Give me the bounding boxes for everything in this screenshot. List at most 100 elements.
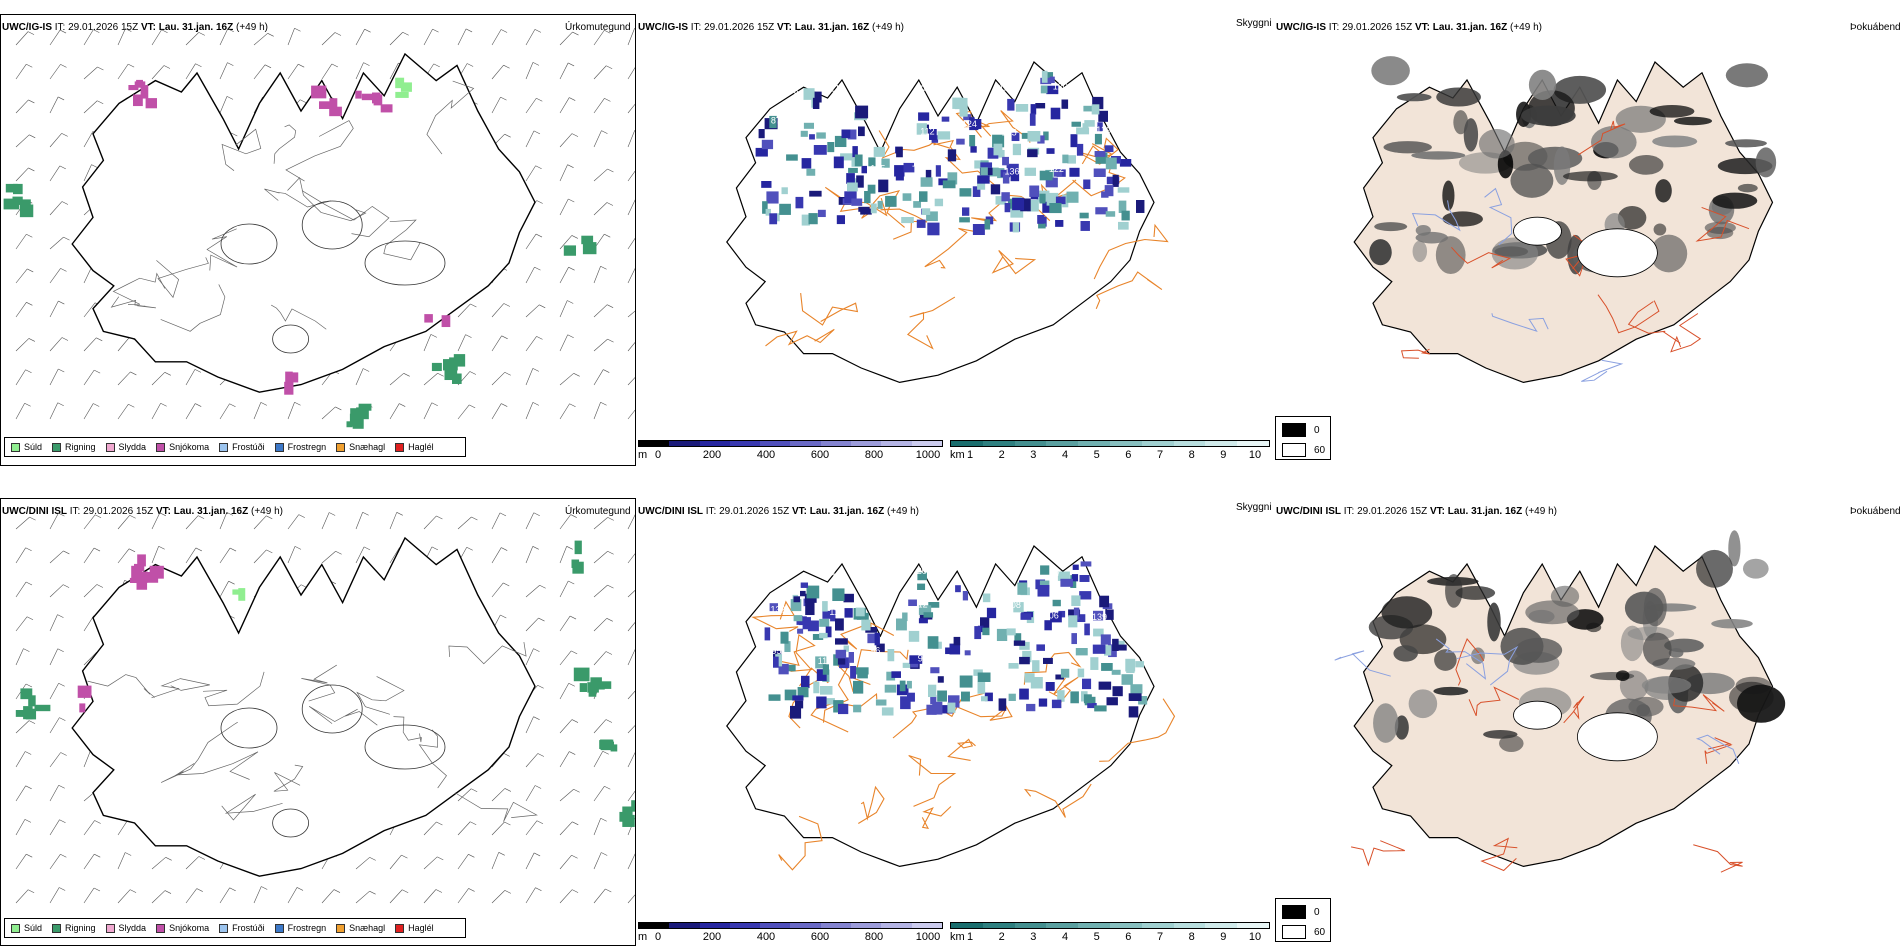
wind-barb-flag <box>25 683 33 688</box>
visibility-cell <box>1027 131 1041 142</box>
precip-cell <box>23 706 33 720</box>
fog-cell <box>1737 684 1786 723</box>
ceiling-value-label: 115 <box>912 159 926 169</box>
river-line <box>1581 359 1624 382</box>
legend-swatch <box>1282 443 1306 457</box>
wind-barb-flag <box>198 856 206 860</box>
visibility-cell <box>1080 221 1090 231</box>
wind-barb <box>321 63 333 80</box>
visibility-cell <box>768 694 781 701</box>
visibility-cell <box>806 585 820 599</box>
visibility-cell <box>844 191 857 204</box>
visibility-cell <box>1055 196 1066 205</box>
road-line <box>1400 348 1431 359</box>
wind-barb <box>15 369 26 386</box>
wind-barb <box>15 785 26 802</box>
visibility-cell <box>1042 201 1054 213</box>
ceiling-value-label: 202 <box>917 566 932 576</box>
wind-barb <box>83 615 94 632</box>
visibility-cell <box>850 666 857 679</box>
wind-barb <box>321 512 330 530</box>
wind-barb <box>49 717 60 734</box>
wind-barb <box>83 820 95 836</box>
visibility-cell <box>1011 132 1020 142</box>
visibility-cell <box>935 165 941 177</box>
wind-barb-flag <box>605 719 613 723</box>
wind-barb <box>355 890 370 904</box>
wind-barb <box>525 648 534 666</box>
wind-barb-flag <box>606 618 613 622</box>
wind-barb-flag <box>533 852 541 857</box>
visibility-cell <box>949 643 961 655</box>
wind-barb-flag <box>164 372 171 376</box>
model-name: UWC/IG-IS <box>638 22 688 33</box>
wind-barb <box>49 819 60 836</box>
wind-barb <box>525 98 537 114</box>
wind-barb <box>525 585 540 598</box>
visibility-cell <box>913 201 922 208</box>
wind-barb-flag <box>364 28 371 33</box>
visibility-cell <box>795 700 804 709</box>
fog-cell <box>1586 622 1602 633</box>
wind-barb <box>219 403 230 420</box>
precip-cell <box>3 198 20 210</box>
wind-barb <box>559 889 573 904</box>
visibility-cell <box>812 97 820 109</box>
wind-barb <box>627 199 635 216</box>
river-line <box>1435 638 1487 680</box>
visibility-cell <box>867 633 876 644</box>
wind-barb <box>15 516 30 530</box>
visibility-cell <box>773 650 782 658</box>
road-line <box>861 190 905 228</box>
wind-barb-flag <box>29 134 36 139</box>
visibility-cell <box>1039 170 1053 181</box>
legend-item-frostregn: Frostregn <box>274 442 326 452</box>
wind-barb <box>117 63 129 80</box>
colorbar-segment <box>1014 441 1047 446</box>
visibility-cell <box>941 116 950 122</box>
visibility-cell <box>1104 145 1114 153</box>
fog-cell <box>1641 676 1692 694</box>
road-line <box>1095 271 1163 310</box>
wind-barb-flag <box>467 63 474 67</box>
legend-swatch <box>336 442 346 452</box>
visibility-cell <box>937 690 947 702</box>
road-line <box>87 674 156 698</box>
ceiling-value-label: 96 <box>918 653 928 663</box>
wind-barb <box>525 266 535 284</box>
precip-cell <box>350 408 358 417</box>
visibility-cell <box>835 649 847 659</box>
visibility-cell <box>868 157 876 167</box>
colorbar-tick: 4 <box>1061 931 1069 943</box>
wind-barb <box>83 337 97 352</box>
glacier-outline <box>301 684 363 734</box>
fog-cell <box>1393 645 1418 662</box>
legend-swatch <box>395 442 405 452</box>
visibility-cell <box>884 684 897 693</box>
wind-barb-flag <box>59 29 67 34</box>
ceiling-value-label: 95 <box>874 557 884 567</box>
wind-barb <box>355 857 370 870</box>
visibility-cell <box>781 187 788 195</box>
wind-barb-flag <box>60 64 67 68</box>
wind-barb <box>423 856 438 870</box>
colorbar-tick: 6 <box>1125 931 1132 943</box>
fog-cell <box>1712 192 1758 209</box>
visibility-cell <box>755 147 768 157</box>
wind-barb <box>117 548 130 564</box>
wind-barb-flag <box>500 96 507 101</box>
wind-barb <box>219 512 228 530</box>
visibility-cell <box>974 626 982 640</box>
wind-barb <box>15 167 29 182</box>
wind-barb <box>423 334 432 352</box>
colorbar-segment <box>729 441 761 446</box>
fog-cell <box>1711 618 1753 629</box>
wind-barb <box>627 130 635 148</box>
visibility-cell <box>793 615 803 622</box>
visibility-cell <box>800 582 809 588</box>
fog-legend-item-60: 60 <box>1282 443 1325 457</box>
vt-value: Lau. 31.jan. 16Z <box>158 22 234 33</box>
visibility-cell <box>902 612 908 622</box>
wind-barb-flag <box>194 369 202 373</box>
wind-barb-flag <box>402 889 409 894</box>
